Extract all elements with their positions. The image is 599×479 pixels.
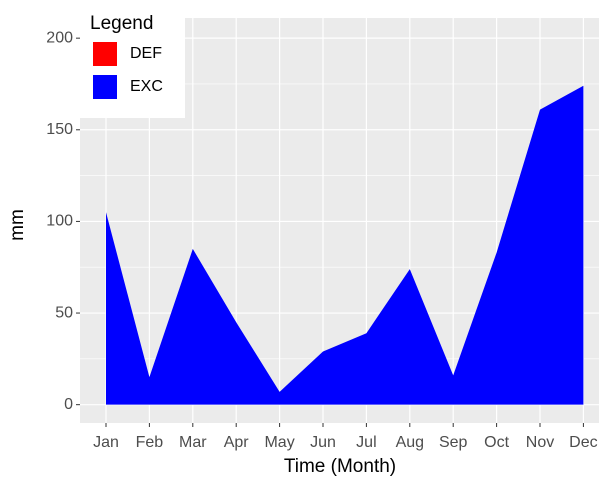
- x-tick-label: Aug: [396, 434, 424, 451]
- legend-label: EXC: [130, 78, 163, 95]
- x-tick-label: Nov: [526, 434, 554, 451]
- y-tick-label: 200: [46, 29, 73, 46]
- x-tick-label: Jan: [93, 434, 119, 451]
- x-tick-label: Feb: [136, 434, 164, 451]
- x-tick-label: May: [264, 434, 294, 451]
- y-tick-label: 50: [55, 304, 73, 321]
- legend-label: DEF: [130, 45, 162, 62]
- y-tick-label: 0: [64, 396, 73, 413]
- x-tick-label: Apr: [224, 434, 250, 451]
- x-tick-label: Sep: [439, 434, 468, 451]
- legend-title: Legend: [90, 13, 153, 34]
- y-tick-label: 150: [46, 121, 73, 138]
- x-tick-label: Mar: [179, 434, 207, 451]
- x-tick-label: Dec: [569, 434, 597, 451]
- x-tick-label: Jun: [310, 434, 336, 451]
- x-axis-title: Time (Month): [284, 456, 396, 477]
- y-tick-label: 100: [46, 213, 73, 230]
- legend-key: [93, 42, 117, 66]
- legend-key: [93, 75, 117, 99]
- area: [106, 85, 584, 405]
- x-tick-label: Oct: [484, 434, 509, 451]
- y-axis-title: mm: [7, 209, 28, 241]
- x-tick-label: Jul: [356, 434, 376, 451]
